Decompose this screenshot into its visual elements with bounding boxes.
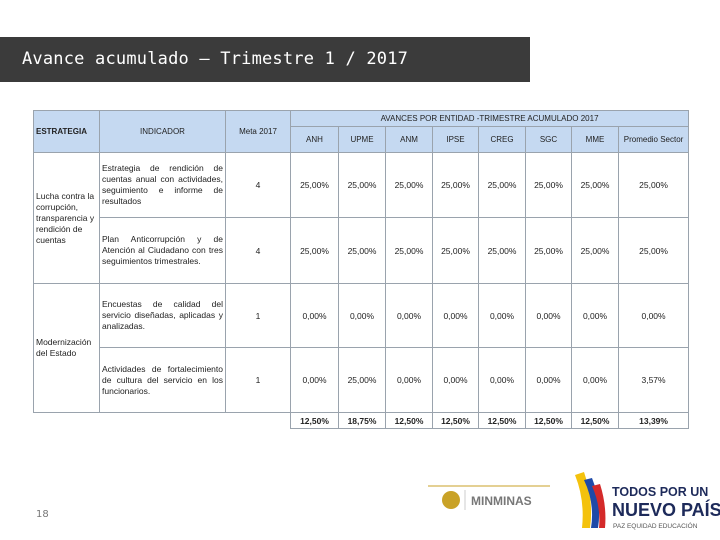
- entity-header: IPSE: [432, 126, 479, 153]
- title-bar: Avance acumulado – Trimestre 1 / 2017: [0, 37, 530, 82]
- entity-header: CREG: [478, 126, 526, 153]
- value: 0,00%: [478, 347, 526, 413]
- header-row: ESTRATEGIA INDICADOR Meta 2017 AVANCES POR …: [33, 110, 690, 153]
- value: 3,57%: [617, 347, 690, 413]
- value: 25,00%: [571, 152, 619, 218]
- value: 0,00%: [338, 283, 386, 348]
- total: 12,50%: [290, 412, 339, 429]
- strategy: Modernización del Estado: [33, 283, 100, 413]
- value: 25,00%: [338, 217, 386, 284]
- value: 25,00%: [478, 152, 526, 218]
- blank-cell: [226, 413, 291, 429]
- totals-row: 12,50% 18,75% 12,50% 12,50% 12,50% 12,50% 12,5…: [34, 412, 690, 429]
- page-number: 18: [36, 509, 49, 520]
- meta: 1: [225, 283, 291, 348]
- data-row: Actividades de fortalecimiento de cultur…: [34, 347, 690, 413]
- group-header: AVANCES POR ENTIDAD -TRIMESTRE ACUMULADO…: [289, 110, 690, 127]
- value: 0,00%: [571, 283, 619, 348]
- value: 0,00%: [525, 283, 572, 348]
- entity-header: Promedio Sector: [617, 126, 690, 153]
- progress-table: ESTRATEGIA INDICADOR Meta 2017 AVANCES POR …: [33, 110, 690, 429]
- meta: 4: [225, 152, 291, 218]
- value: 25,00%: [525, 217, 572, 284]
- total: 12,50%: [432, 412, 479, 429]
- indicator: Actividades de fortalecimiento de cultur…: [99, 347, 226, 413]
- data-row: Plan Anticorrupción y de Atención al Ciu…: [34, 217, 690, 284]
- value: 0,00%: [432, 347, 479, 413]
- total: 12,50%: [571, 412, 619, 429]
- data-row: Lucha contra la corrupción, transparenci…: [33, 152, 690, 284]
- flag-yellow: [575, 472, 592, 528]
- slogan-line1: TODOS POR UN: [612, 485, 708, 499]
- value: 25,00%: [338, 347, 386, 413]
- value: 0,00%: [617, 283, 690, 348]
- strategy: Lucha contra la corrupción, transparenci…: [33, 152, 100, 284]
- value: 0,00%: [571, 347, 619, 413]
- value: 0,00%: [432, 283, 479, 348]
- data-row: Modernización del Estado Encuestas de cal…: [33, 283, 690, 413]
- value: 25,00%: [290, 152, 339, 218]
- value: 25,00%: [338, 152, 386, 218]
- meta: 4: [225, 217, 291, 284]
- blank-cell: [34, 413, 100, 429]
- value: 25,00%: [571, 217, 619, 284]
- entity-header-row: ANH UPME ANM IPSE CREG SGC MME Promedio Sector: [34, 126, 690, 153]
- ministry-logo: MINMINAS: [471, 494, 532, 508]
- value: 25,00%: [478, 217, 526, 284]
- total: 13,39%: [617, 412, 690, 429]
- blank-cell: [100, 413, 226, 429]
- slide-title: Avance acumulado – Trimestre 1 / 2017: [22, 49, 409, 69]
- total: 12,50%: [525, 412, 572, 429]
- value: 0,00%: [290, 347, 339, 413]
- indicator: Encuestas de calidad del servicio diseña…: [99, 283, 226, 348]
- entity-header: SGC: [525, 126, 572, 153]
- indicator: Plan Anticorrupción y de Atención al Ciu…: [99, 217, 226, 284]
- slogan-line2: NUEVO PAÍS: [612, 499, 720, 520]
- indicator: Estrategia de rendición de cuentas anual…: [99, 152, 226, 218]
- flag-blue: [584, 478, 600, 528]
- total: 12,50%: [385, 412, 433, 429]
- value: 25,00%: [525, 152, 572, 218]
- value: 25,00%: [617, 152, 690, 218]
- total: 12,50%: [478, 412, 526, 429]
- value: 25,00%: [617, 217, 690, 284]
- flag-red: [592, 484, 606, 528]
- coat-of-arms: [442, 491, 460, 509]
- column-header: ESTRATEGIA: [33, 110, 100, 153]
- tagline: PAZ EQUIDAD EDUCACIÓN: [613, 521, 698, 530]
- value: 25,00%: [290, 217, 339, 284]
- entity-header: ANM: [385, 126, 433, 153]
- value: 0,00%: [385, 283, 433, 348]
- value: 0,00%: [478, 283, 526, 348]
- value: 25,00%: [432, 152, 479, 218]
- value: 0,00%: [290, 283, 339, 348]
- entity-header: UPME: [338, 126, 386, 153]
- value: 0,00%: [525, 347, 572, 413]
- value: 25,00%: [432, 217, 479, 284]
- value: 0,00%: [385, 347, 433, 413]
- entity-header: ANH: [290, 126, 339, 153]
- entity-header: MME: [571, 126, 619, 153]
- value: 25,00%: [385, 217, 433, 284]
- meta: 1: [225, 347, 291, 413]
- total: 18,75%: [338, 412, 386, 429]
- value: 25,00%: [385, 152, 433, 218]
- column-header: INDICADOR: [99, 110, 226, 153]
- column-header: Meta 2017: [225, 110, 291, 153]
